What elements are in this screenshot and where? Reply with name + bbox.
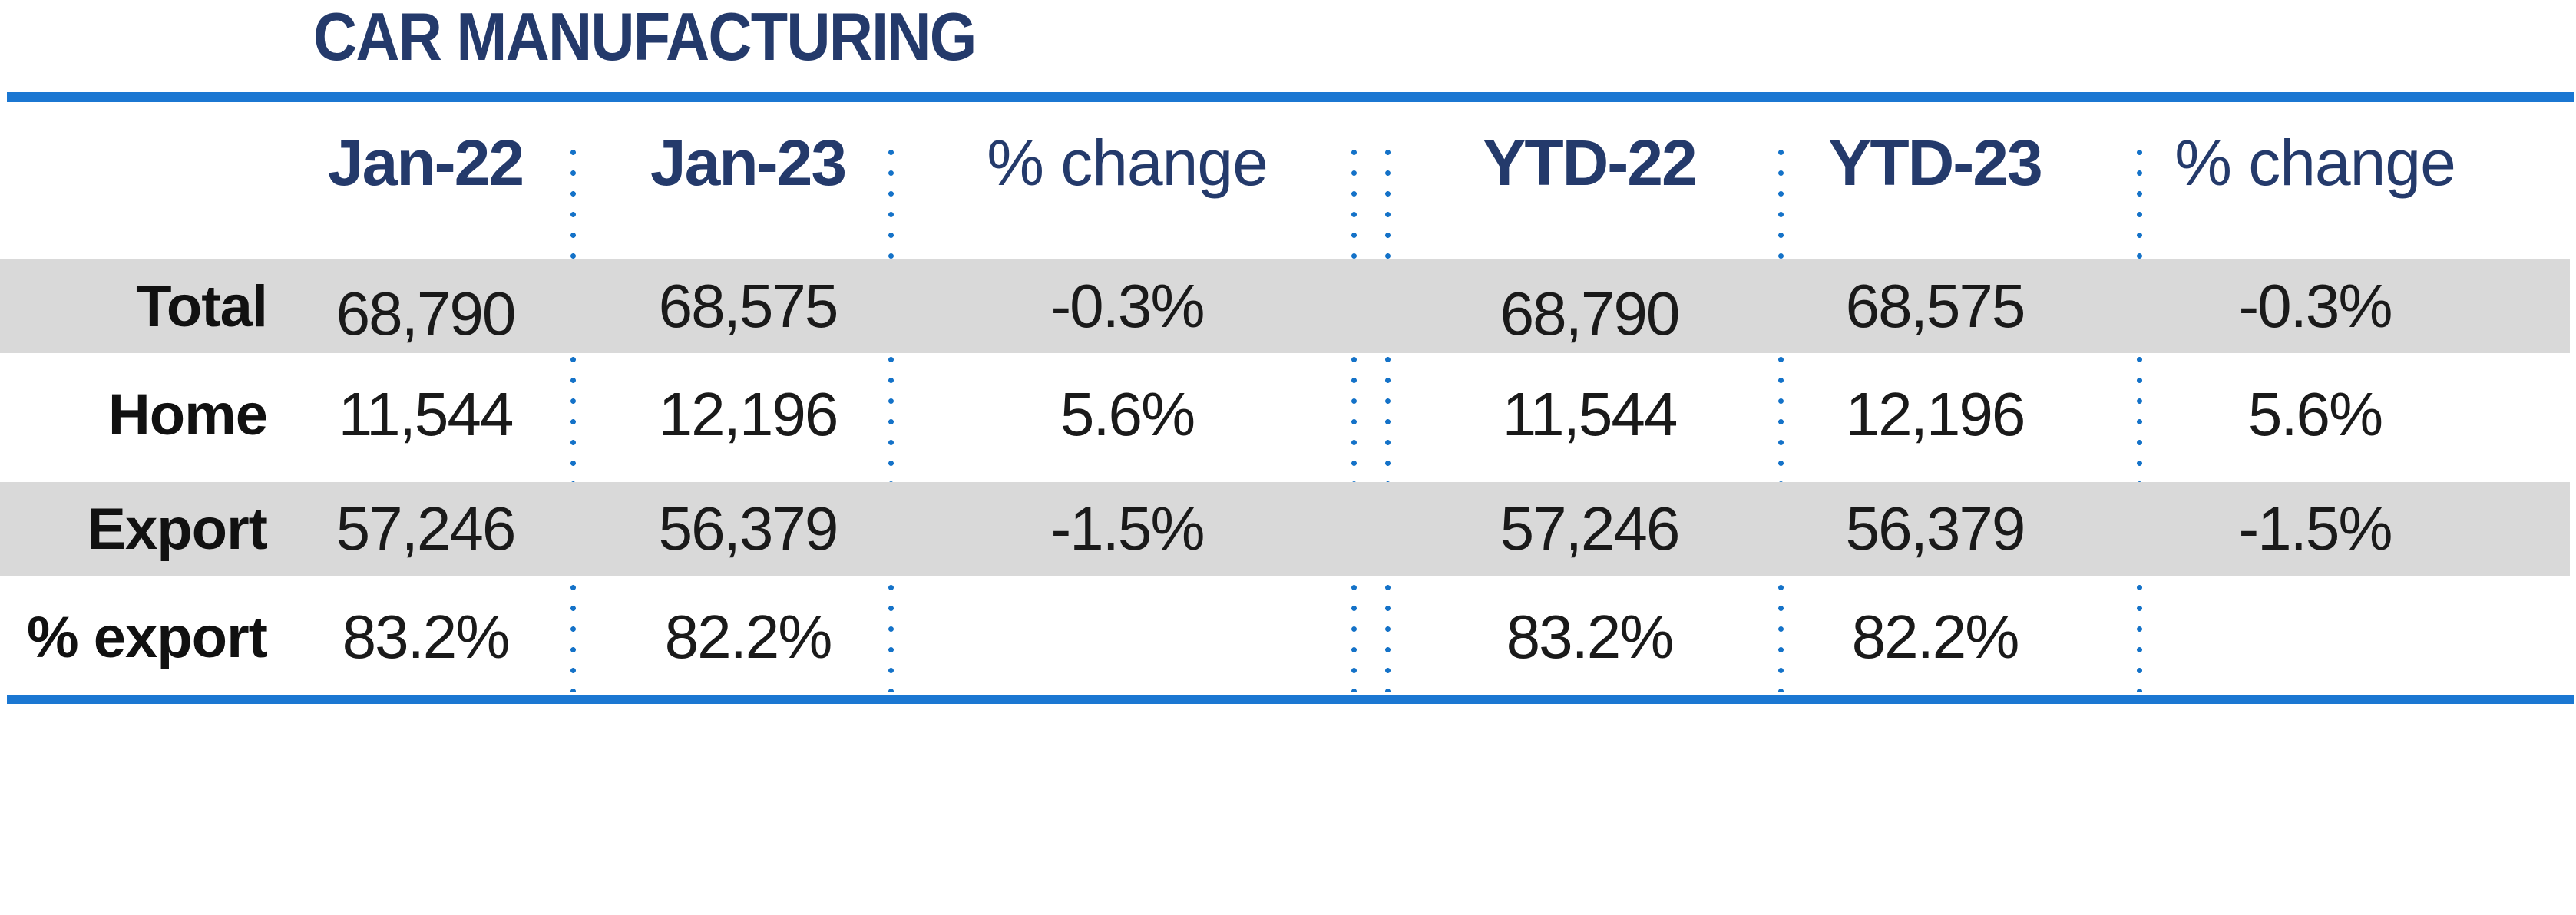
- row-home: Home 11,544 12,196 5.6% 11,544 12,196 5.…: [0, 368, 2570, 461]
- cell-home-jan22: 11,544: [338, 380, 514, 448]
- cell-total-jan23: 68,575: [658, 272, 839, 340]
- cell-total-ytd23: 68,575: [1845, 272, 2026, 340]
- cell-total-ytd22: 68,790: [1500, 279, 1681, 348]
- row-label-home: Home: [107, 382, 268, 448]
- separator-ytd23-pctchange: [2136, 142, 2143, 692]
- header-row: Jan-22 Jan-23 % change YTD-22 YTD-23 % c…: [0, 117, 2570, 209]
- col-header-pct-change-jan: % change: [987, 126, 1268, 199]
- cell-home-pct-jan: 5.6%: [1060, 380, 1195, 448]
- cell-export-pct-jan: -1.5%: [1050, 494, 1205, 563]
- row-export: Export 57,246 56,379 -1.5% 57,246 56,379…: [0, 482, 2570, 576]
- cell-home-ytd22: 11,544: [1502, 380, 1678, 448]
- col-header-ytd23: YTD-23: [1828, 126, 2042, 199]
- separator-block-right: [1384, 142, 1391, 692]
- cell-total-jan22: 68,790: [336, 279, 517, 348]
- col-header-jan22: Jan-22: [327, 126, 524, 199]
- cell-pct-export-jan23: 82.2%: [664, 603, 833, 671]
- cell-home-pct-ytd: 5.6%: [2247, 380, 2383, 448]
- col-header-jan23: Jan-23: [650, 126, 847, 199]
- col-header-ytd22: YTD-22: [1483, 126, 1697, 199]
- cell-pct-export-pct-jan: [912, 591, 1342, 683]
- cell-home-jan23: 12,196: [658, 380, 839, 448]
- cell-export-ytd22: 57,246: [1500, 494, 1681, 563]
- cell-pct-export-pct-ytd: [2146, 591, 2484, 683]
- row-label-total: Total: [136, 273, 268, 339]
- row-label-export: Export: [87, 496, 268, 562]
- cell-export-pct-ytd: -1.5%: [2238, 494, 2393, 563]
- cell-pct-export-ytd23: 82.2%: [1851, 603, 2020, 671]
- separator-ytd22-ytd23: [1777, 142, 1784, 692]
- separator-jan23-pctchange: [888, 142, 894, 692]
- cell-export-ytd23: 56,379: [1845, 494, 2026, 563]
- separator-block-left: [1351, 142, 1357, 692]
- cell-pct-export-jan22: 83.2%: [342, 603, 511, 671]
- cell-pct-export-ytd22: 83.2%: [1506, 603, 1675, 671]
- separator-jan22-jan23: [570, 142, 577, 692]
- bottom-rule: [7, 695, 2574, 704]
- col-header-pct-change-ytd: % change: [2174, 126, 2456, 199]
- row-pct-export: % export 83.2% 82.2% 83.2% 82.2%: [0, 591, 2570, 683]
- row-total: Total 68,790 68,575 -0.3% 68,790 68,575 …: [0, 259, 2570, 353]
- row-label-pct-export: % export: [27, 604, 268, 670]
- cell-total-pct-ytd: -0.3%: [2238, 272, 2393, 340]
- cell-home-ytd23: 12,196: [1845, 380, 2026, 448]
- cell-export-jan22: 57,246: [336, 494, 517, 563]
- cell-total-pct-jan: -0.3%: [1050, 272, 1205, 340]
- top-rule: [7, 92, 2574, 102]
- cell-export-jan23: 56,379: [658, 494, 839, 563]
- page-title: CAR MANUFACTURING: [313, 0, 977, 74]
